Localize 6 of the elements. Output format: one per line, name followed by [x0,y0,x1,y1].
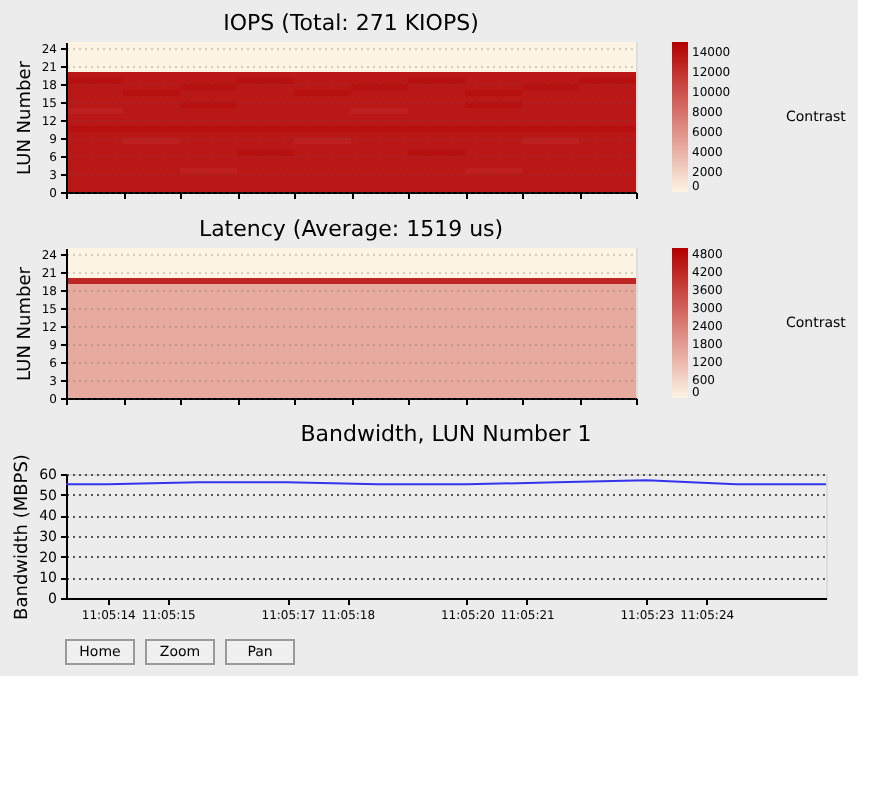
chart-title: IOPS (Total: 271 KIOPS) [223,10,479,36]
y-axis-title: Bandwidth (MBPS) [13,454,34,620]
chart-title: Latency (Average: 1519 us) [198,216,504,242]
y-axis-title: LUN Number [15,266,36,381]
chart-title: Bandwidth, LUN Number 1 [300,421,592,448]
y-axis-title: LUN Number [15,60,36,175]
